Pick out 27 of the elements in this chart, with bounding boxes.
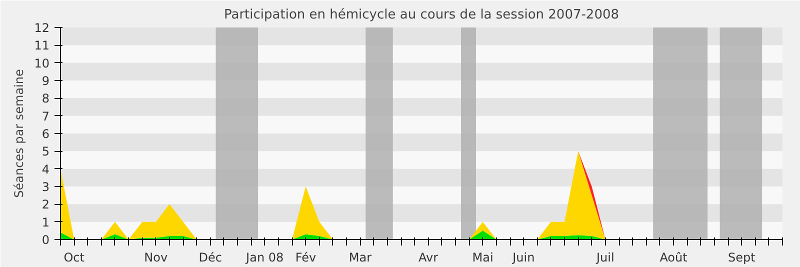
x-tick-label: Nov <box>144 250 168 264</box>
x-tick-label: Juil <box>596 250 614 264</box>
y-axis-title: Séances par semaine <box>12 69 26 198</box>
y-tick-label: 5 <box>42 144 50 159</box>
y-tick-label: 4 <box>42 162 50 176</box>
x-tick-label: Déc <box>198 250 222 264</box>
y-tick-label: 7 <box>42 109 50 124</box>
x-tick-label: Sept <box>728 250 756 264</box>
x-tick-label: Avr <box>418 250 438 264</box>
x-tick-label: Mar <box>348 250 372 264</box>
x-tick-label: Fév <box>295 250 316 264</box>
chart-title: Participation en hémicycle au cours de la session 2007-2008 <box>224 8 620 22</box>
y-tick-label: 6 <box>42 127 50 141</box>
y-tick-label: 10 <box>34 56 50 70</box>
y-tick-label: 12 <box>34 21 50 35</box>
y-tick-label: 3 <box>42 180 50 194</box>
y-tick-label: 9 <box>42 74 50 88</box>
y-tick-label: 0 <box>42 233 50 247</box>
x-tick-label: Août <box>660 250 688 264</box>
y-tick-label: 2 <box>42 198 50 212</box>
x-tick-label: Mai <box>472 250 494 264</box>
y-tick-label: 1 <box>42 215 50 230</box>
x-tick-label: Jan 08 <box>245 250 284 264</box>
y-tick-label: 11 <box>34 38 50 53</box>
x-tick-label: Juin <box>512 250 535 264</box>
y-tick-label: 8 <box>42 92 50 106</box>
x-tick-label: Oct <box>64 250 85 264</box>
